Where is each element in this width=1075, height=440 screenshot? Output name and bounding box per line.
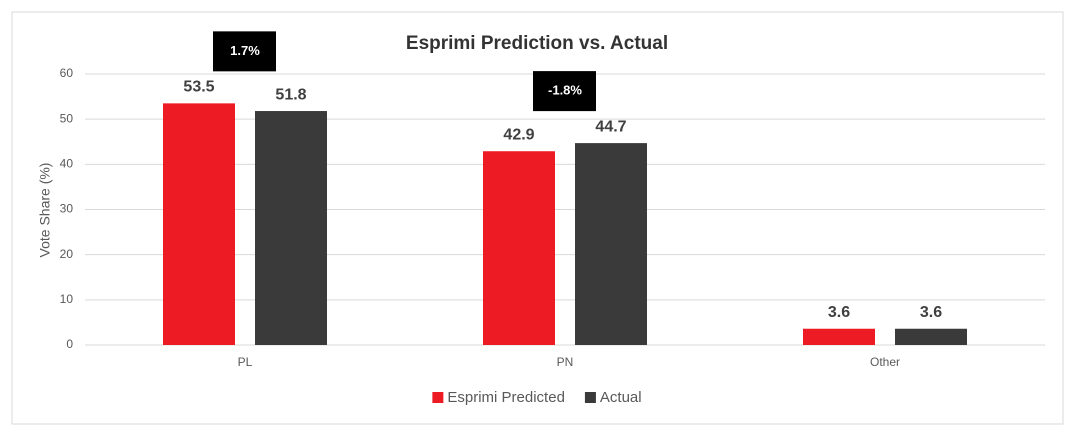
y-tick-label: 40 [60, 157, 74, 171]
value-label: 42.9 [503, 126, 534, 143]
x-tick-label: Other [870, 355, 900, 369]
y-tick-label: 0 [66, 337, 73, 351]
annotation: -1.8% [548, 83, 582, 98]
legend-label: Actual [600, 389, 642, 406]
value-label: 3.6 [828, 304, 850, 321]
value-label: 44.7 [595, 118, 626, 135]
bar [163, 103, 235, 345]
value-label: 53.5 [183, 79, 214, 96]
legend-swatch [584, 392, 596, 403]
y-tick-label: 20 [60, 247, 74, 261]
value-label: 51.8 [275, 86, 306, 103]
legend-swatch [432, 392, 444, 403]
annotation: 1.7% [230, 43, 260, 58]
bar [255, 111, 327, 345]
legend-label: Esprimi Predicted [447, 389, 565, 406]
bar [575, 143, 647, 345]
y-tick-label: 50 [60, 111, 74, 125]
x-tick-label: PL [238, 355, 253, 369]
value-label: 3.6 [920, 304, 942, 321]
chart-title: Esprimi Prediction vs. Actual [406, 33, 668, 54]
bar [483, 151, 555, 345]
y-axis-label: Vote Share (%) [37, 163, 53, 258]
bar [803, 328, 875, 345]
annotation-box [533, 71, 596, 112]
annotation-box [213, 31, 276, 72]
x-tick-label: PN [557, 355, 574, 369]
y-tick-label: 30 [60, 202, 74, 216]
y-tick-label: 60 [60, 66, 74, 80]
y-tick-label: 10 [60, 292, 74, 306]
bar [895, 328, 967, 345]
